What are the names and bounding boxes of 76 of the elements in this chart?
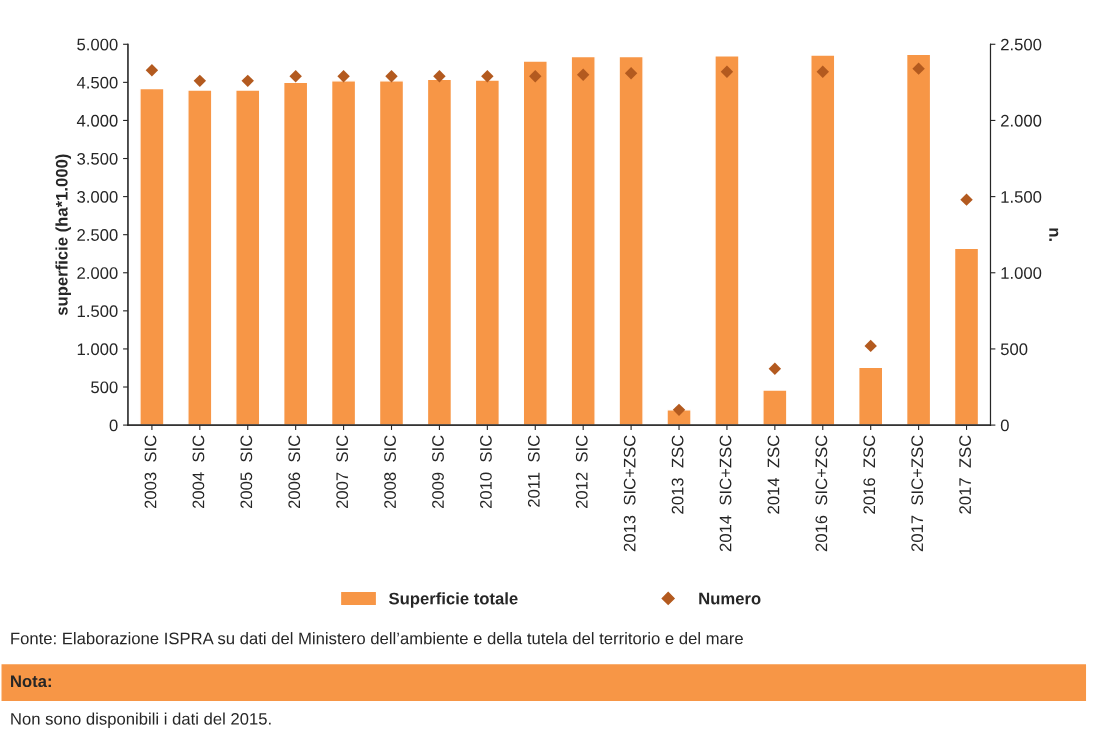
y2-tick-label: 1.500 — [1001, 191, 1042, 203]
x-tick-label: 2017 SIC+ZSC — [911, 435, 924, 552]
point — [193, 74, 207, 88]
bar — [187, 89, 213, 426]
y2-tick-label: 1.000 — [1001, 267, 1042, 279]
bar — [282, 81, 309, 426]
point — [816, 65, 829, 78]
bar — [235, 89, 261, 426]
point — [864, 339, 877, 353]
bar — [714, 55, 740, 426]
y-tick-label: 1.000 — [77, 343, 118, 356]
bar — [953, 247, 980, 426]
y2-tick-label: 0 — [1000, 419, 1009, 432]
point — [960, 193, 973, 206]
point — [720, 65, 734, 78]
legend-label: Superficie totale — [389, 592, 518, 608]
x-tick-label: 2008 SIC — [384, 435, 396, 509]
point — [289, 70, 302, 83]
y-axis-title: superficie (ha*1.000) — [55, 154, 71, 316]
y2-tick-label: 500 — [1000, 343, 1028, 356]
point — [768, 362, 782, 375]
point — [576, 68, 590, 81]
point — [145, 63, 159, 77]
x-tick-label: 2014 ZSC — [767, 435, 780, 514]
x-tick-label: 2013 ZSC — [671, 435, 684, 514]
y-tick-label: 2.500 — [77, 229, 118, 241]
bar — [474, 79, 501, 426]
x-tick-label: 2004 SIC — [192, 435, 205, 509]
y-tick-label: 500 — [91, 381, 118, 394]
point — [385, 70, 398, 83]
bar — [378, 80, 405, 426]
y-tick-label: 4.000 — [76, 114, 118, 127]
point — [912, 62, 925, 75]
bar — [522, 60, 548, 426]
x-tick-label: 2012 SIC — [575, 435, 588, 509]
point — [241, 74, 254, 88]
x-tick-label: 2007 SIC — [336, 435, 349, 509]
bar — [618, 55, 644, 426]
x-tick-label: 2017 ZSC — [959, 435, 972, 514]
x-tick-label: 2011 SIC — [527, 435, 540, 507]
y2-tick-label: 2.000 — [1001, 114, 1042, 127]
bar — [810, 54, 836, 426]
x-tick-label: 2010 SIC — [480, 435, 492, 509]
x-tick-label: 2005 SIC — [240, 435, 253, 509]
y-tick-label: 0 — [109, 419, 118, 432]
text: Nota: — [11, 675, 51, 688]
y-tick-label: 3.000 — [77, 191, 118, 203]
bar — [330, 80, 357, 426]
x-tick-label: 2016 ZSC — [863, 435, 876, 514]
y2-axis-title: n. — [1049, 228, 1059, 241]
point — [481, 70, 494, 83]
text: Non sono disponibili i dati del 2015. — [11, 712, 271, 729]
bar — [426, 78, 453, 426]
y-tick-label: 3.500 — [77, 152, 118, 165]
point — [529, 70, 542, 83]
x-tick-label: 2003 SIC — [144, 435, 157, 509]
point — [433, 70, 446, 83]
y-tick-label: 2.000 — [77, 267, 118, 279]
bar — [905, 53, 932, 426]
x-tick-label: 2013 SIC+ZSC — [623, 435, 636, 552]
y-tick-label: 4.500 — [76, 76, 118, 89]
x-tick-label: 2006 SIC — [288, 435, 301, 509]
x-tick-label: 2016 SIC+ZSC — [815, 435, 828, 552]
x-tick-label: 2014 SIC+ZSC — [719, 435, 732, 552]
x-tick-label: 2009 SIC — [432, 435, 444, 509]
y2-tick-label: 2.500 — [1001, 38, 1042, 51]
y-tick-label: 5.000 — [77, 38, 118, 51]
bar — [762, 389, 788, 426]
bar — [139, 87, 165, 426]
bar — [858, 366, 884, 426]
point — [624, 67, 638, 80]
legend-label: Numero — [699, 592, 761, 605]
source-note: Fonte: Elaborazione ISPRA su dati del Ministero dell’ambiente e della tutela del territorio e del mare — [11, 632, 743, 645]
bar — [570, 55, 596, 426]
y-tick-label: 1.500 — [77, 305, 118, 318]
point — [337, 70, 350, 83]
